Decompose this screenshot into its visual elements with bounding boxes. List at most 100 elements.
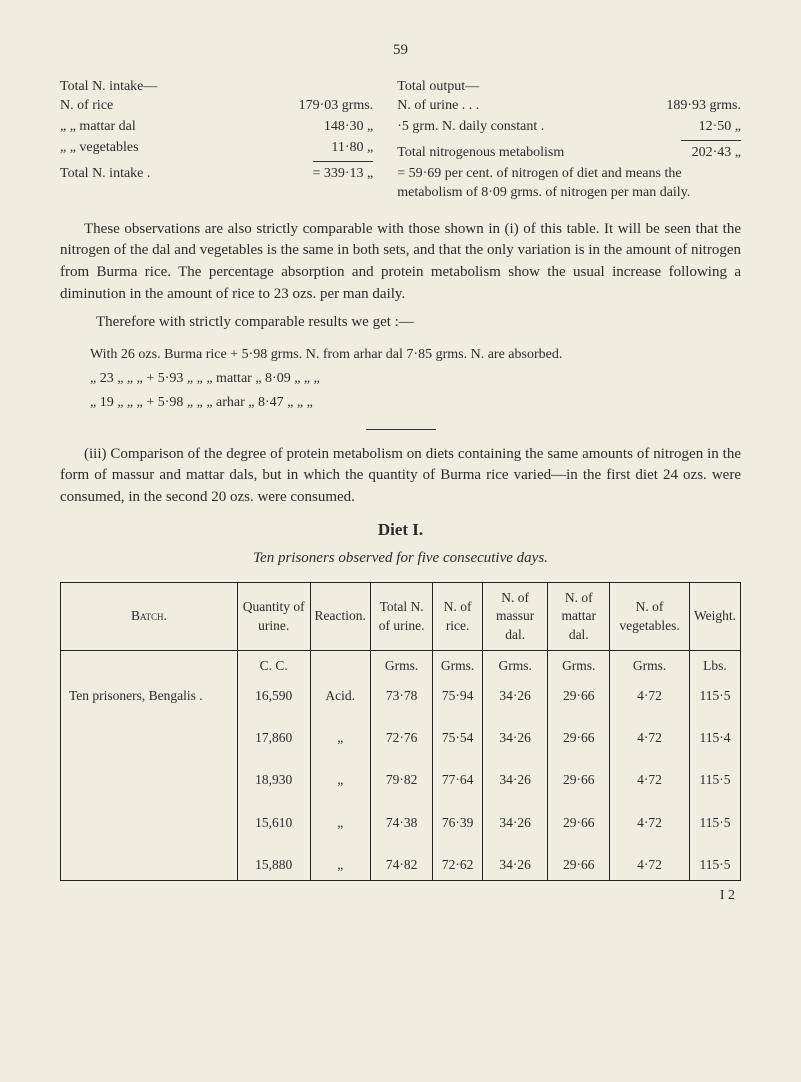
intake-row-label: N. of rice <box>60 97 299 116</box>
data-cell: 4·72 <box>610 808 690 838</box>
table-row: 15,610„74·3876·3934·2629·664·72115·5 <box>61 808 741 838</box>
intake-row: „ „ mattar dal 148·30 „ <box>60 118 373 137</box>
data-cell: 17,860 <box>237 723 310 753</box>
row-spacer <box>61 753 741 765</box>
col-batch: Batch. <box>61 583 238 651</box>
data-cell: 15,880 <box>237 850 310 881</box>
col-n-mattar: N. of mattar dal. <box>548 583 610 651</box>
paragraph: These observations are also strictly com… <box>60 219 741 306</box>
data-cell: 115·5 <box>689 765 740 795</box>
data-cell: 73·78 <box>370 681 432 711</box>
with-block: With 26 ozs. Burma rice + 5·98 grms. N. … <box>90 343 741 414</box>
data-cell: 77·64 <box>433 765 483 795</box>
col-qty: Quantity of urine. <box>237 583 310 651</box>
data-cell: 115·5 <box>689 808 740 838</box>
batch-cell <box>61 808 238 838</box>
data-cell: 75·54 <box>433 723 483 753</box>
unit-cell: Grms. <box>482 650 548 681</box>
intake-heading: Total N. intake— <box>60 78 373 97</box>
data-cell: „ <box>310 765 370 795</box>
data-cell: 4·72 <box>610 850 690 881</box>
data-cell: 72·62 <box>433 850 483 881</box>
nitro-label: Total nitrogenous metabolism <box>397 144 691 163</box>
col-reaction: Reaction. <box>310 583 370 651</box>
output-row: N. of urine . . . 189·93 grms. <box>397 97 741 116</box>
data-cell: 29·66 <box>548 723 610 753</box>
separator-line <box>366 429 436 430</box>
sheet-signature: I 2 <box>60 887 741 906</box>
col-n-urine: Total N. of urine. <box>370 583 432 651</box>
table-row: 17,860„72·7675·5434·2629·664·72115·4 <box>61 723 741 753</box>
data-cell: 15,610 <box>237 808 310 838</box>
table-row: 15,880„74·8272·6234·2629·664·72115·5 <box>61 850 741 881</box>
intake-row-value: 11·80 „ <box>331 139 373 158</box>
unit-cell: Lbs. <box>689 650 740 681</box>
output-row-label: N. of urine . . . <box>397 97 666 116</box>
intake-row: „ „ vegetables 11·80 „ <box>60 139 373 158</box>
intake-row-value: 179·03 grms. <box>299 97 374 116</box>
paragraph: Therefore with strictly comparable resul… <box>60 312 741 334</box>
data-cell: 72·76 <box>370 723 432 753</box>
col-weight: Weight. <box>689 583 740 651</box>
data-cell: „ <box>310 850 370 881</box>
unit-cell: Grms. <box>433 650 483 681</box>
table-row: Ten prisoners, Bengalis .16,590Acid.73·7… <box>61 681 741 711</box>
row-spacer <box>61 711 741 723</box>
data-cell: 115·5 <box>689 850 740 881</box>
batch-cell <box>61 723 238 753</box>
diet-title: Diet I. <box>60 519 741 542</box>
data-cell: 18,930 <box>237 765 310 795</box>
data-cell: 115·4 <box>689 723 740 753</box>
data-cell: 74·38 <box>370 808 432 838</box>
data-cell: 29·66 <box>548 808 610 838</box>
batch-cell <box>61 850 238 881</box>
diet-subtitle: Ten prisoners observed for five consecut… <box>60 548 741 568</box>
intake-block: Total N. intake— N. of rice 179·03 grms.… <box>60 78 373 202</box>
data-cell: „ <box>310 723 370 753</box>
unit-cell <box>61 650 238 681</box>
data-cell: 4·72 <box>610 765 690 795</box>
with-line: „ 23 „ „ „ + 5·93 „ „ „ mattar „ 8·09 „ … <box>90 367 741 391</box>
intake-row-value: 148·30 „ <box>324 118 373 137</box>
table-units-row: C. C.Grms.Grms.Grms.Grms.Grms.Lbs. <box>61 650 741 681</box>
page-number: 59 <box>60 40 741 60</box>
data-cell: „ <box>310 808 370 838</box>
data-cell: 34·26 <box>482 723 548 753</box>
data-cell: 16,590 <box>237 681 310 711</box>
data-cell: 29·66 <box>548 850 610 881</box>
output-row-value: 189·93 grms. <box>666 97 741 116</box>
row-spacer <box>61 838 741 850</box>
data-cell: 79·82 <box>370 765 432 795</box>
rule-line <box>681 140 741 141</box>
data-cell: 4·72 <box>610 681 690 711</box>
with-line: „ 19 „ „ „ + 5·98 „ „ „ arhar „ 8·47 „ „… <box>90 391 741 415</box>
data-cell: 29·66 <box>548 765 610 795</box>
intake-row-label: „ „ mattar dal <box>60 118 324 137</box>
col-n-veg: N. of vegetables. <box>610 583 690 651</box>
data-cell: 34·26 <box>482 808 548 838</box>
data-cell: 74·82 <box>370 850 432 881</box>
nitro-value: 202·43 „ <box>692 144 741 163</box>
batch-cell: Ten prisoners, Bengalis . <box>61 681 238 711</box>
col-n-rice: N. of rice. <box>433 583 483 651</box>
data-cell: 34·26 <box>482 765 548 795</box>
top-columns: Total N. intake— N. of rice 179·03 grms.… <box>60 78 741 202</box>
output-row: ·5 grm. N. daily constant . 12·50 „ <box>397 118 741 137</box>
intake-total-row: Total N. intake . = 339·13 „ <box>60 165 373 184</box>
output-block: Total output— N. of urine . . . 189·93 g… <box>397 78 741 202</box>
diet-table: Batch. Quantity of urine. Reaction. Tota… <box>60 582 741 881</box>
batch-cell <box>61 765 238 795</box>
unit-cell: Grms. <box>548 650 610 681</box>
table-row: 18,930„79·8277·6434·2629·664·72115·5 <box>61 765 741 795</box>
page: 59 Total N. intake— N. of rice 179·03 gr… <box>0 0 801 1082</box>
nitro-row: Total nitrogenous metabolism 202·43 „ <box>397 144 741 163</box>
data-cell: 75·94 <box>433 681 483 711</box>
table-header-row: Batch. Quantity of urine. Reaction. Tota… <box>61 583 741 651</box>
intake-row: N. of rice 179·03 grms. <box>60 97 373 116</box>
data-cell: 34·26 <box>482 850 548 881</box>
intake-total-value: = 339·13 „ <box>312 165 373 184</box>
unit-cell: Grms. <box>370 650 432 681</box>
paragraph: (iii) Comparison of the degree of protei… <box>60 444 741 509</box>
output-heading: Total output— <box>397 78 741 97</box>
data-cell: 76·39 <box>433 808 483 838</box>
